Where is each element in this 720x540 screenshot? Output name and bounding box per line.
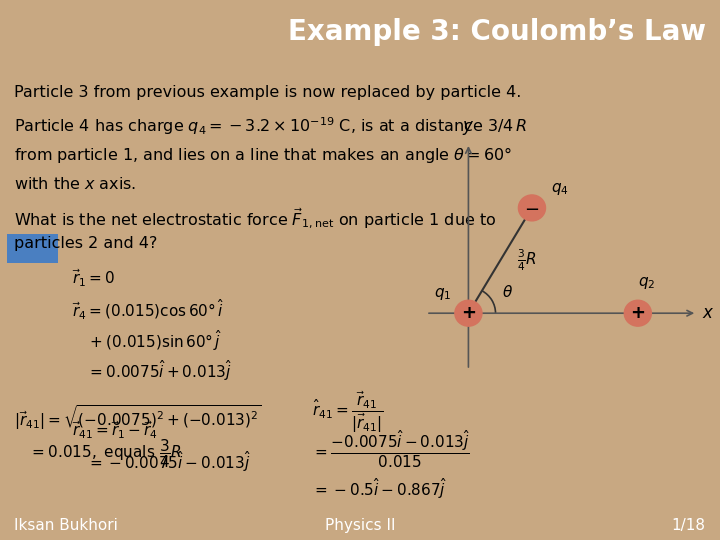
Text: Iksan Bukhori: Iksan Bukhori	[14, 518, 118, 532]
Text: $\hat{r}_{41} = \dfrac{\vec{r}_{41}}{|\vec{r}_{41}|}$: $\hat{r}_{41} = \dfrac{\vec{r}_{41}}{|\v…	[312, 389, 384, 435]
Text: 1/18: 1/18	[672, 518, 706, 532]
Text: particles 2 and 4?: particles 2 and 4?	[14, 237, 158, 251]
Text: from particle 1, and lies on a line that makes an angle $\theta = 60°$: from particle 1, and lies on a line that…	[14, 145, 513, 165]
Text: with the $x$ axis.: with the $x$ axis.	[14, 176, 137, 192]
Text: $x$: $x$	[702, 304, 715, 322]
Text: $-$: $-$	[524, 199, 539, 217]
Circle shape	[518, 195, 546, 221]
Text: $\quad = -0.0075\hat{i} - 0.013\hat{j}$: $\quad = -0.0075\hat{i} - 0.013\hat{j}$	[72, 449, 251, 474]
Text: $\quad = 0.0075\hat{i} + 0.013\hat{j}$: $\quad = 0.0075\hat{i} + 0.013\hat{j}$	[72, 359, 233, 383]
Text: $\vec{r}_4 = (0.015)\cos 60°\,\hat{i}$: $\vec{r}_4 = (0.015)\cos 60°\,\hat{i}$	[72, 298, 225, 322]
Text: $= \dfrac{-0.0075\hat{i} - 0.013\hat{j}}{0.015}$: $= \dfrac{-0.0075\hat{i} - 0.013\hat{j}}…	[312, 429, 471, 470]
Text: +: +	[461, 304, 476, 322]
Bar	[7, 234, 58, 263]
Text: $\quad + (0.015)\sin 60°\,\hat{j}$: $\quad + (0.015)\sin 60°\,\hat{j}$	[72, 328, 222, 353]
Text: Particle 3 from previous example is now replaced by particle 4.: Particle 3 from previous example is now …	[14, 85, 522, 100]
Text: $= -0.5\hat{i} - 0.867\hat{j}$: $= -0.5\hat{i} - 0.867\hat{j}$	[312, 476, 447, 501]
Text: $q_4$: $q_4$	[551, 180, 568, 197]
Text: $\quad = 0.015, \text{ equals } \dfrac{3}{4}R$: $\quad = 0.015, \text{ equals } \dfrac{3…	[14, 437, 182, 470]
Text: $\theta$: $\theta$	[503, 284, 513, 300]
Text: $\vec{r}_{41} = \vec{r}_1 - \vec{r}_4$: $\vec{r}_{41} = \vec{r}_1 - \vec{r}_4$	[72, 419, 158, 441]
Text: $q_2$: $q_2$	[638, 274, 655, 291]
Text: $\frac{3}{4}R$: $\frac{3}{4}R$	[517, 248, 537, 273]
Text: $q_1$: $q_1$	[434, 286, 451, 302]
Text: What is the net electrostatic force $\vec{F}_{1,\mathrm{net}}$ on particle 1 due: What is the net electrostatic force $\ve…	[14, 206, 497, 231]
Circle shape	[624, 300, 652, 326]
Circle shape	[455, 300, 482, 326]
Text: +: +	[630, 304, 645, 322]
Text: Particle 4 has charge $q_4 = -3.2\times10^{-19}$ C, is at a distance $3/4\,R$: Particle 4 has charge $q_4 = -3.2\times1…	[14, 115, 527, 137]
Text: $y$: $y$	[462, 119, 474, 137]
Text: $\vec{r}_1 = 0$: $\vec{r}_1 = 0$	[72, 267, 115, 289]
Text: Example 3: Coulomb’s Law: Example 3: Coulomb’s Law	[287, 18, 706, 46]
Text: Physics II: Physics II	[325, 518, 395, 532]
Text: $|\vec{r}_{41}| = \sqrt{(-0.0075)^2 + (-0.013)^2}$: $|\vec{r}_{41}| = \sqrt{(-0.0075)^2 + (-…	[14, 403, 262, 433]
